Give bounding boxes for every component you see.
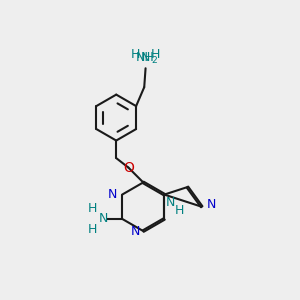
Text: H: H xyxy=(175,204,184,217)
Text: N: N xyxy=(166,196,175,209)
Text: H: H xyxy=(88,202,97,215)
Text: O: O xyxy=(123,160,134,175)
Text: N: N xyxy=(130,225,140,238)
Text: 2: 2 xyxy=(151,56,157,65)
Text: N: N xyxy=(108,188,117,201)
Text: N: N xyxy=(141,52,150,64)
Text: N: N xyxy=(207,197,216,211)
Text: N: N xyxy=(99,212,108,225)
Text: H: H xyxy=(130,48,140,61)
Text: H: H xyxy=(88,223,97,236)
Text: NH: NH xyxy=(136,51,155,64)
Text: H: H xyxy=(151,48,160,61)
